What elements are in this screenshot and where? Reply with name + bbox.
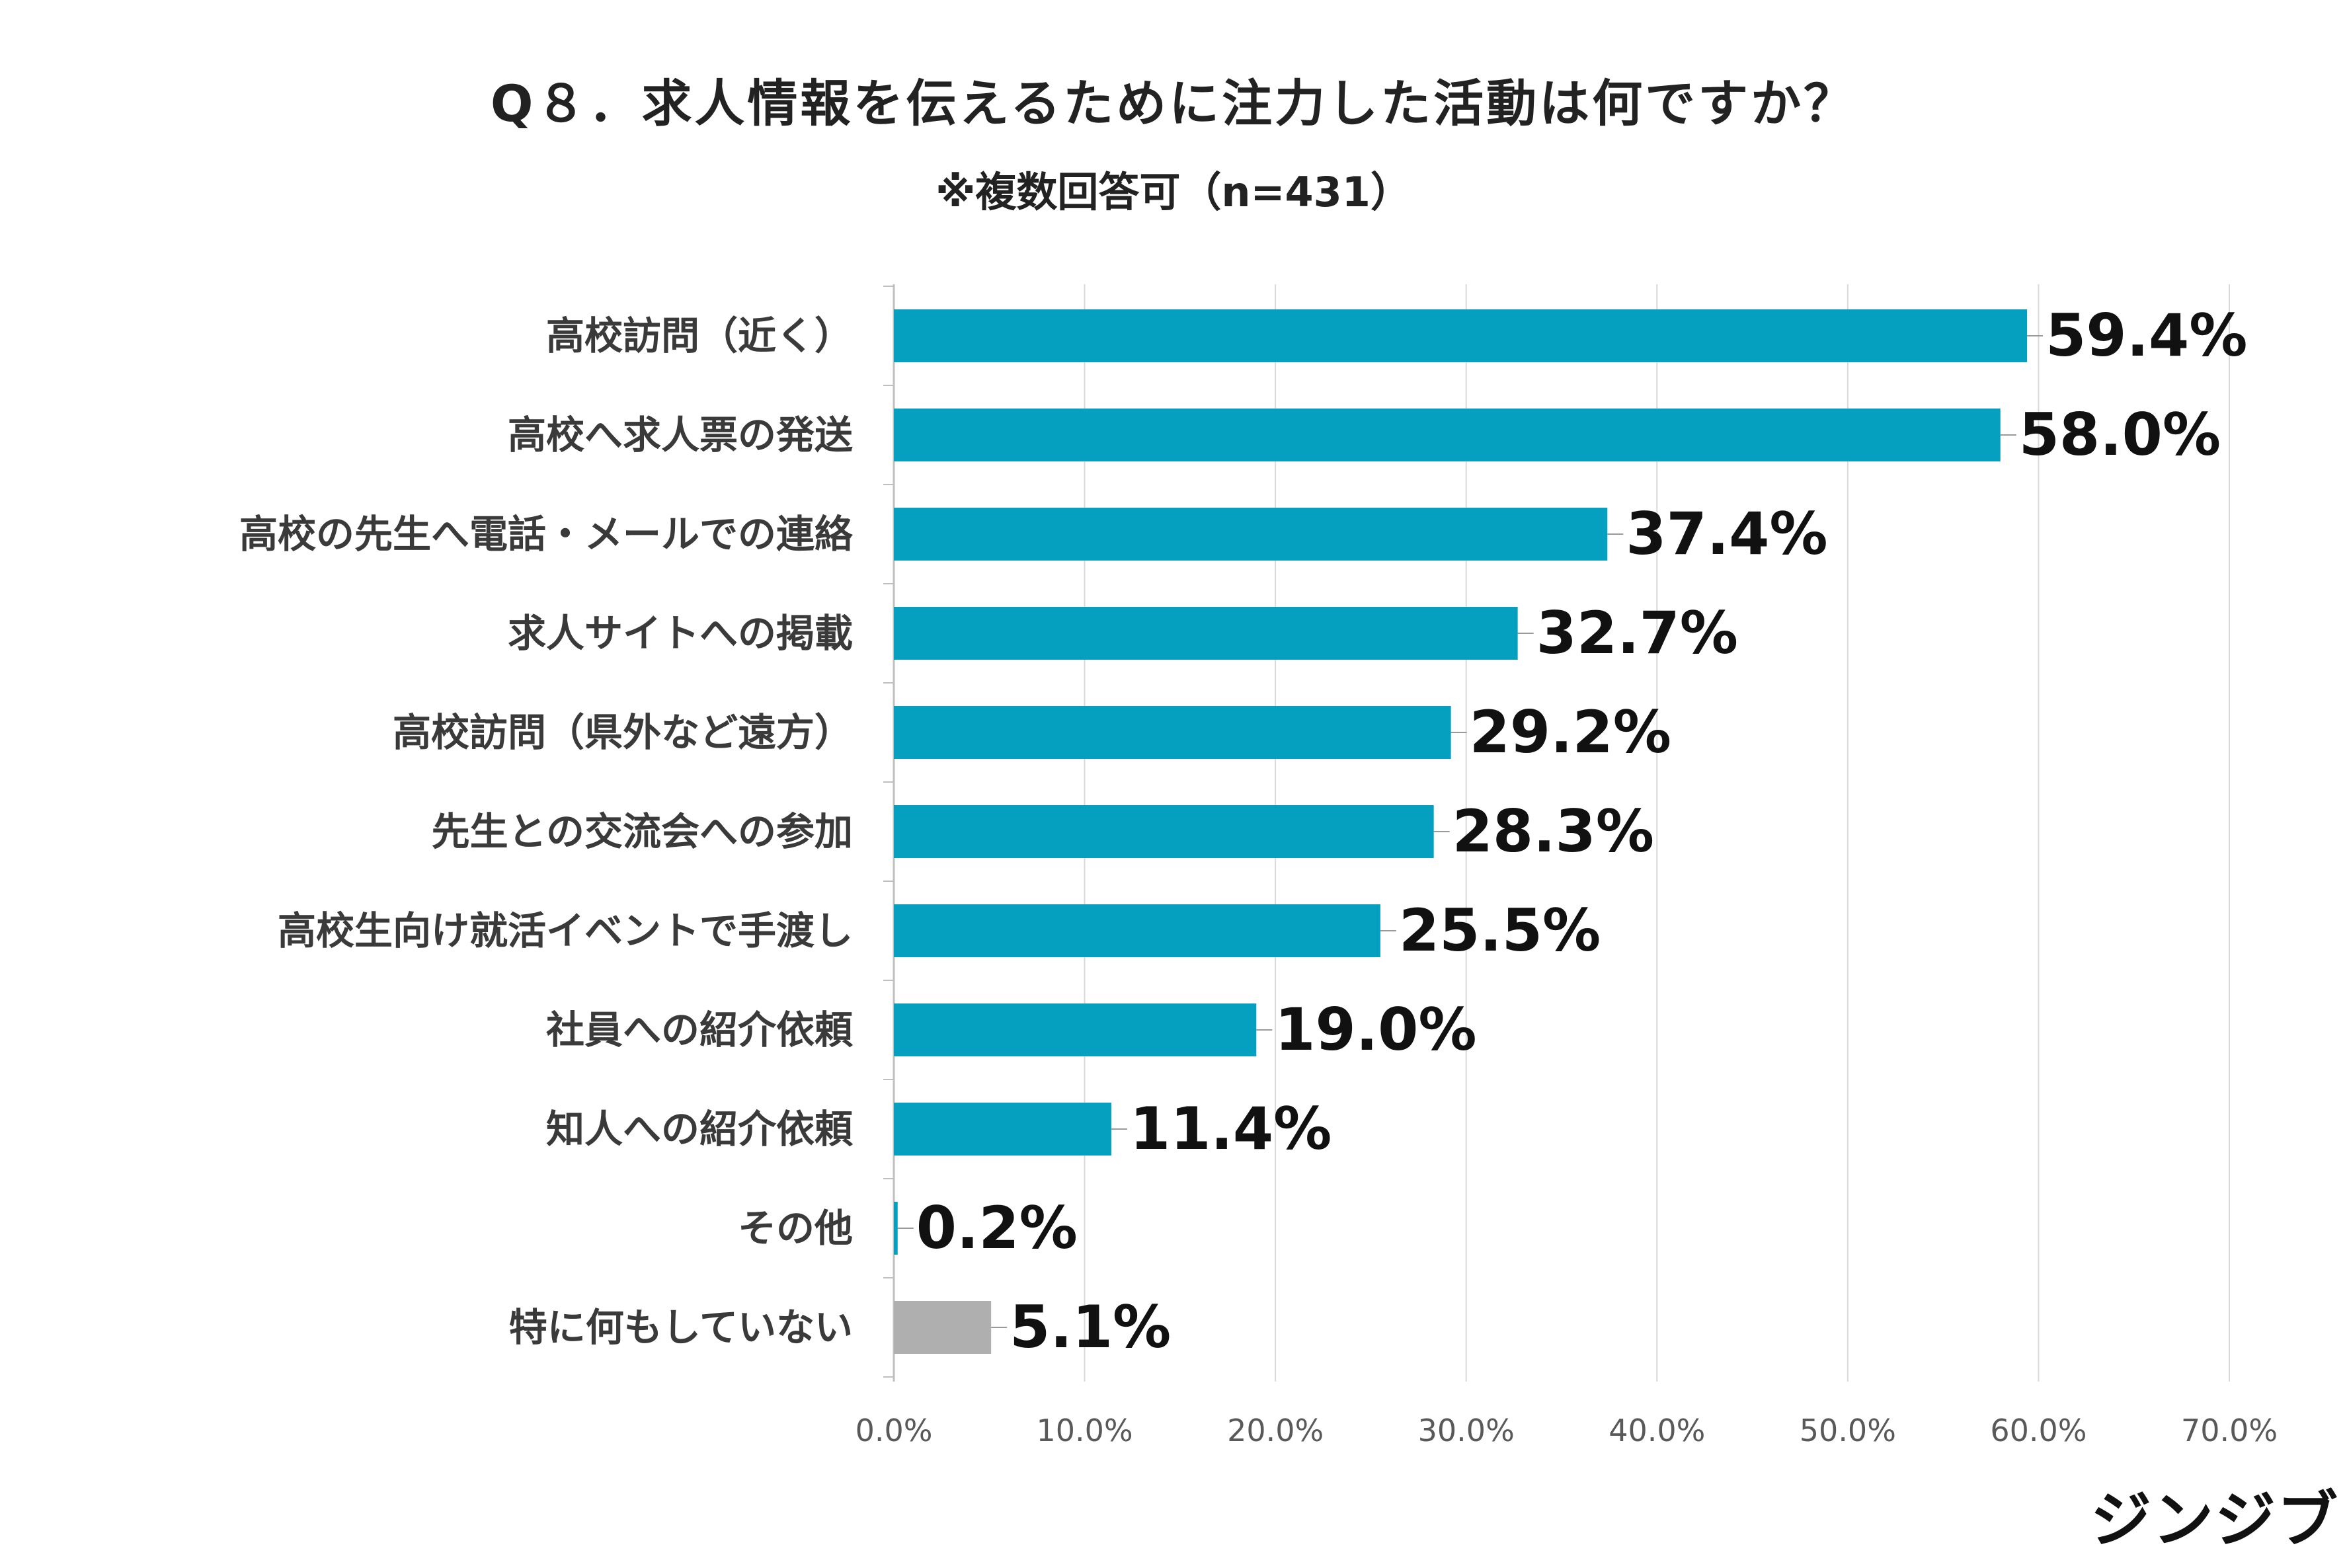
category-label: 求人サイトへの掲載	[508, 611, 853, 656]
category-label: 高校へ求人票の発送	[508, 412, 853, 457]
data-label: 19.0%	[1275, 996, 1476, 1064]
x-tick-label: 10.0%	[1037, 1413, 1133, 1448]
category-label: 特に何もしていない	[509, 1305, 853, 1350]
category-label: その他	[738, 1206, 853, 1251]
bar	[894, 508, 1608, 561]
bar	[894, 1003, 1257, 1056]
category-label: 先生との交流会への参加	[432, 809, 853, 854]
data-label: 5.1%	[1010, 1293, 1171, 1361]
bar	[894, 409, 2001, 461]
data-label: 29.2%	[1470, 698, 1671, 766]
data-label: 59.4%	[2046, 301, 2247, 370]
category-label: 高校の先生へ電話・メールでの連絡	[239, 512, 854, 557]
bar	[894, 904, 1380, 957]
bar	[894, 309, 2028, 362]
data-label: 25.5%	[1399, 896, 1601, 964]
category-label: 高校訪問（県外など遠方）	[393, 710, 853, 755]
data-label: 28.3%	[1452, 797, 1654, 865]
category-label: 社員への紹介依頼	[546, 1007, 854, 1052]
chart-title: Q８．求人情報を伝えるために注力した活動は何ですか？	[490, 74, 1857, 133]
data-label: 58.0%	[2019, 401, 2221, 469]
x-tick-label: 0.0%	[855, 1413, 933, 1448]
data-label: 37.4%	[1626, 500, 1827, 568]
category-label: 高校訪問（近く）	[546, 313, 853, 358]
bar	[894, 607, 1518, 660]
x-tick-label: 30.0%	[1418, 1413, 1515, 1448]
x-tick-label: 50.0%	[1800, 1413, 1896, 1448]
data-label: 0.2%	[916, 1194, 1078, 1262]
x-tick-label: 40.0%	[1609, 1413, 1705, 1448]
brand-logo: ジンジブ	[2090, 1485, 2339, 1555]
x-tick-label: 70.0%	[2181, 1413, 2278, 1448]
chart-subtitle: ※複数回答可（n=431）	[935, 168, 1412, 216]
x-tick-label: 20.0%	[1227, 1413, 1324, 1448]
x-tick-label: 60.0%	[1990, 1413, 2087, 1448]
bar	[894, 805, 1434, 858]
bar	[894, 1301, 992, 1354]
data-label: 32.7%	[1536, 599, 1738, 667]
data-label: 11.4%	[1130, 1095, 1332, 1163]
category-label: 知人への紹介依頼	[546, 1107, 854, 1152]
bar	[894, 706, 1451, 759]
bar	[894, 1103, 1111, 1156]
bar	[894, 1202, 898, 1255]
category-label: 高校生向け就活イベントで手渡し	[278, 908, 853, 953]
